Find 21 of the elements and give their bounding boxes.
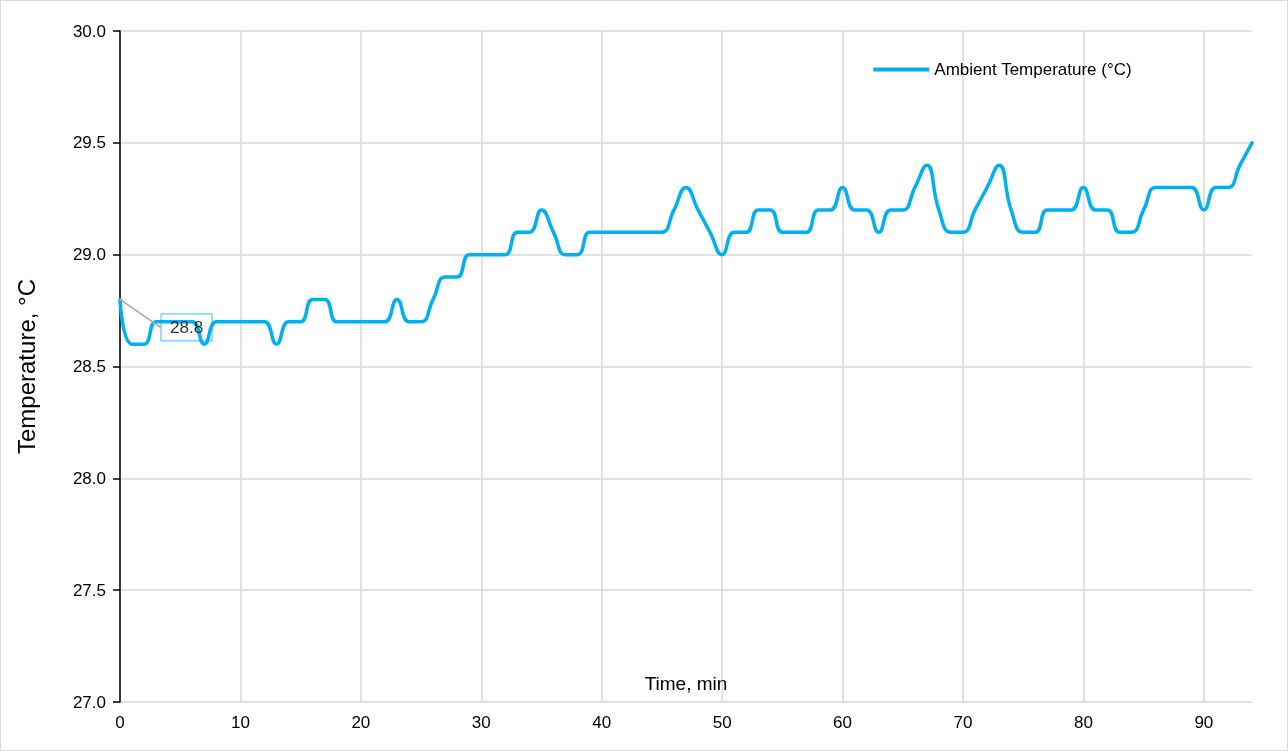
x-tick-label: 30	[471, 713, 491, 732]
x-tick-label: 70	[953, 713, 973, 732]
legend-label: Ambient Temperature (°C)	[934, 60, 1132, 79]
x-tick-label: 80	[1073, 713, 1093, 732]
y-tick-label: 28.0	[72, 468, 106, 488]
y-axis-title: Temperature, °C	[12, 279, 40, 454]
x-tick-label: 10	[230, 713, 250, 732]
x-tick-label: 0	[115, 713, 125, 732]
x-tick-label: 60	[833, 713, 853, 732]
y-tick-label: 29.0	[72, 245, 106, 265]
x-tick-label: 50	[712, 713, 732, 732]
y-tick-label: 30.0	[72, 21, 106, 41]
y-tick-label: 27.0	[72, 692, 106, 712]
line-series	[118, 141, 1254, 346]
x-tick-label: 20	[351, 713, 371, 732]
x-tick-label: 90	[1194, 713, 1214, 732]
x-tick-label: 40	[592, 713, 612, 732]
x-axis-title: Time, min	[644, 673, 728, 694]
y-tick-label: 29.5	[72, 133, 106, 153]
y-tick-label: 28.5	[72, 357, 106, 376]
y-tick-label: 27.5	[72, 580, 106, 600]
